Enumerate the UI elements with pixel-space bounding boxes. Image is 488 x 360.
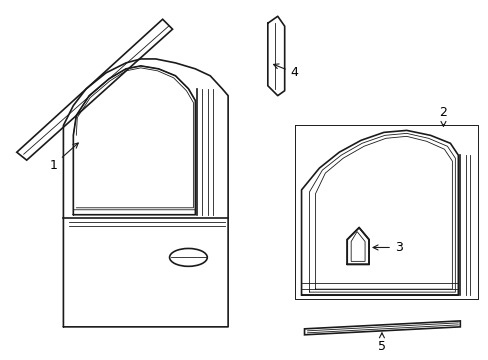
- Text: 1: 1: [49, 143, 78, 172]
- Text: 4: 4: [273, 64, 298, 79]
- Text: 2: 2: [439, 106, 447, 126]
- Text: 5: 5: [377, 333, 385, 353]
- Text: 3: 3: [372, 241, 402, 254]
